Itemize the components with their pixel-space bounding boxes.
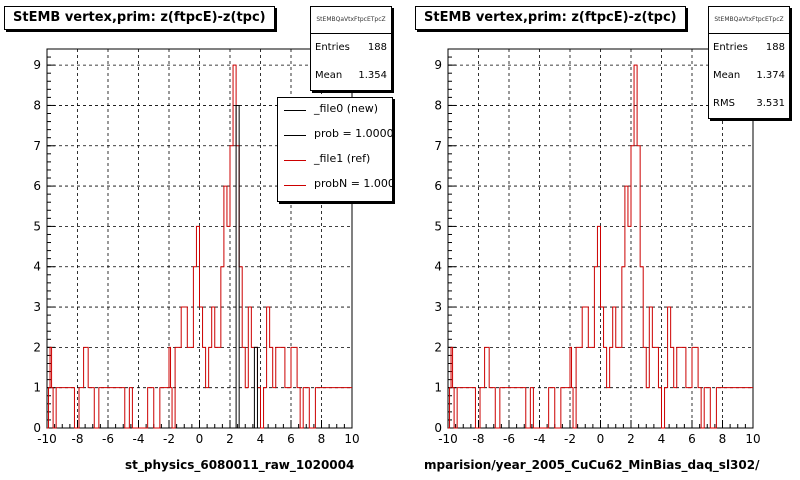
- x-tick-label: 6: [287, 432, 295, 446]
- legend-entry: prob = 1.000000: [278, 125, 393, 145]
- stats-label: Mean: [315, 70, 343, 81]
- file-label-left: st_physics_6080011_raw_1020004: [125, 458, 355, 472]
- x-tick-label: 8: [318, 432, 326, 446]
- stats-label: Entries: [713, 42, 748, 53]
- file-label-right: mparision/year_2005_CuCu62_MinBias_daq_s…: [424, 458, 760, 472]
- y-tick-label: 7: [33, 139, 41, 153]
- x-tick-label: 0: [597, 432, 605, 446]
- legend-swatch: [284, 135, 306, 136]
- legend-swatch: [284, 160, 306, 161]
- histogram-plot-right: -10 -8 -6 -4 -2 0 2 4 6 8 10 0 1 2 3 4 5 6 7 8 9: [434, 48, 761, 446]
- x-tick-label: -8: [72, 432, 84, 446]
- x-tick-label: -10: [438, 432, 458, 446]
- y-tick-label: 6: [434, 179, 442, 193]
- y-tick-label: 3: [33, 300, 41, 314]
- stats-row-entries: Entries 188: [311, 34, 391, 62]
- x-tick-label: -6: [102, 432, 114, 446]
- stats-row-mean: Mean 1.374: [709, 62, 789, 90]
- stats-row-mean: Mean 1.354: [311, 62, 391, 90]
- stats-label: Mean: [713, 70, 741, 81]
- x-tick-label: -4: [534, 432, 546, 446]
- stats-box-right: StEMBQaVtxFtpcETpcZ Entries 188 Mean 1.3…: [708, 6, 790, 119]
- x-tick-label: 2: [226, 432, 234, 446]
- y-tick-label: 2: [434, 340, 442, 354]
- x-tick-label: -10: [37, 432, 57, 446]
- x-tick-label: 10: [745, 432, 760, 446]
- histogram-plot-left: -10 -8 -6 -4 -2 0 2 4 6 8 10 0 1 2 3 4 5 6 7 8 9: [33, 48, 360, 446]
- y-tick-label: 4: [33, 260, 41, 274]
- x-tick-label: -4: [133, 432, 145, 446]
- stats-label: Entries: [315, 42, 350, 53]
- y-tick-label: 4: [434, 260, 442, 274]
- y-tick-label: 3: [434, 300, 442, 314]
- plot-title-left: StEMB vertex,prim: z(ftpcE)-z(tpc): [4, 6, 275, 30]
- legend-label: _file1 (ref): [314, 152, 371, 165]
- legend-entry: _file1 (ref): [278, 150, 392, 170]
- stats-box-left: StEMBQaVtxFtpcETpcZ Entries 188 Mean 1.3…: [310, 6, 392, 91]
- y-tick-label: 0: [33, 421, 41, 435]
- stats-name: StEMBQaVtxFtpcETpcZ: [311, 7, 391, 34]
- legend-label: _file0 (new): [314, 102, 379, 115]
- y-tick-label: 8: [33, 98, 41, 112]
- x-tick-label: 8: [719, 432, 727, 446]
- stats-value: 188: [367, 42, 387, 53]
- y-tick-label: 5: [434, 219, 442, 233]
- y-tick-label: 0: [434, 421, 442, 435]
- stats-value: 1.374: [756, 70, 785, 81]
- stats-row-rms: RMS 3.531: [709, 90, 789, 118]
- plot-title-text: StEMB vertex,prim: z(ftpcE)-z(tpc): [424, 10, 677, 25]
- x-tick-label: 4: [257, 432, 265, 446]
- y-tick-label: 5: [33, 219, 41, 233]
- histogram-panel-right: -10 -8 -6 -4 -2 0 2 4 6 8 10 0 1 2 3 4 5 6 7 8 9 StEMB verte…: [400, 0, 800, 480]
- stats-value: 3.531: [756, 98, 785, 109]
- y-tick-label: 9: [434, 58, 442, 72]
- legend-label: probN = 1.000000: [314, 177, 392, 190]
- legend-entry: _file0 (new): [278, 100, 392, 120]
- histogram-series: [448, 64, 753, 429]
- legend-entry: probN = 1.000000: [278, 175, 392, 195]
- x-tick-label: 4: [658, 432, 666, 446]
- histogram-series: [47, 64, 352, 429]
- x-tick-label: 0: [196, 432, 204, 446]
- y-tick-label: 1: [33, 381, 41, 395]
- x-tick-label: 10: [344, 432, 359, 446]
- histogram-series: [235, 104, 258, 428]
- stats-value: 188: [765, 42, 785, 53]
- y-tick-label: 6: [33, 179, 41, 193]
- plot-title-right: StEMB vertex,prim: z(ftpcE)-z(tpc): [415, 6, 686, 30]
- x-tick-label: -6: [503, 432, 515, 446]
- legend-swatch: [284, 110, 306, 111]
- legend-swatch: [284, 185, 306, 186]
- x-tick-label: -2: [564, 432, 576, 446]
- x-tick-label: 2: [627, 432, 635, 446]
- y-tick-label: 8: [434, 98, 442, 112]
- stats-value: 1.354: [358, 70, 387, 81]
- plot-title-text: StEMB vertex,prim: z(ftpcE)-z(tpc): [13, 10, 266, 25]
- y-tick-label: 1: [434, 381, 442, 395]
- legend-box: _file0 (new) prob = 1.000000 _file1 (ref…: [277, 97, 393, 202]
- x-tick-label: -8: [473, 432, 485, 446]
- stats-row-entries: Entries 188: [709, 34, 789, 62]
- y-tick-label: 9: [33, 58, 41, 72]
- x-tick-label: -2: [163, 432, 175, 446]
- histogram-panel-left: -10 -8 -6 -4 -2 0 2 4 6 8 10 0 1 2 3 4 5 6 7 8 9 StEMB verte…: [4, 6, 393, 472]
- stats-name: StEMBQaVtxFtpcETpcZ: [709, 7, 789, 34]
- stats-label: RMS: [713, 98, 735, 109]
- y-tick-label: 7: [434, 139, 442, 153]
- x-tick-label: 6: [688, 432, 696, 446]
- y-tick-label: 2: [33, 340, 41, 354]
- legend-label: prob = 1.000000: [314, 127, 393, 140]
